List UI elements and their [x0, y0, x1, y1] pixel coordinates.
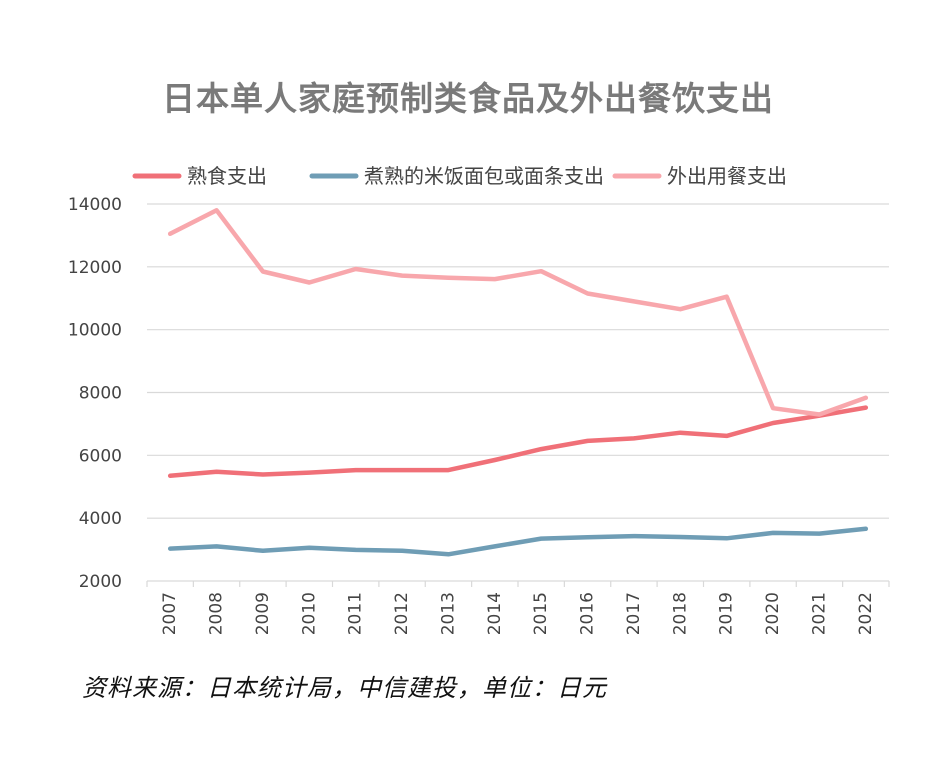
series-line-0 [167, 405, 869, 479]
legend-label-0: 熟食支出 [187, 164, 267, 188]
x-tick-label: 2014 [485, 592, 505, 635]
x-tick-label: 2022 [856, 592, 876, 635]
grid-lines [147, 203, 889, 582]
x-tick-label: 2017 [624, 592, 644, 635]
x-tick-label: 2011 [346, 592, 366, 635]
x-tick-label: 2021 [809, 592, 829, 635]
x-axis: 2007 2008 2009 2010 2011 2012 2013 2014 2015 2016… [146, 581, 890, 635]
x-tick-label: 2018 [670, 592, 690, 635]
x-tick-label: 2015 [531, 592, 551, 635]
x-tick-label: 2009 [253, 592, 273, 635]
x-tick-label: 2016 [578, 592, 598, 635]
source-note: 资料来源：日本统计局，中信建投，单位：日元 [82, 674, 607, 702]
series-line-1 [167, 526, 869, 557]
x-tick-label: 2008 [207, 592, 227, 635]
x-tick-label: 2020 [763, 592, 783, 635]
series-line-2 [167, 208, 869, 417]
y-tick-label: 6000 [79, 446, 122, 466]
y-tick-label: 12000 [68, 258, 122, 278]
y-axis: 2000 4000 6000 8000 10000 12000 14000 [68, 195, 122, 592]
x-tick-label: 2010 [299, 592, 319, 635]
x-tick-label: 2007 [160, 592, 180, 635]
x-tick-label: 2012 [392, 592, 412, 635]
y-tick-label: 10000 [68, 321, 122, 341]
y-tick-label: 4000 [79, 509, 122, 529]
y-tick-label: 14000 [68, 195, 122, 215]
x-tick-label: 2013 [438, 592, 458, 635]
legend-label-2: 外出用餐支出 [667, 164, 787, 188]
chart-title: 日本单人家庭预制类食品及外出餐饮支出 [162, 79, 774, 118]
legend-label-1: 煮熟的米饭面包或面条支出 [364, 164, 604, 188]
y-tick-label: 8000 [79, 384, 122, 404]
series-lines [167, 208, 869, 557]
legend: 熟食支出 煮熟的米饭面包或面条支出 外出用餐支出 [132, 164, 787, 188]
x-tick-label: 2019 [717, 592, 737, 635]
y-tick-label: 2000 [79, 572, 122, 592]
